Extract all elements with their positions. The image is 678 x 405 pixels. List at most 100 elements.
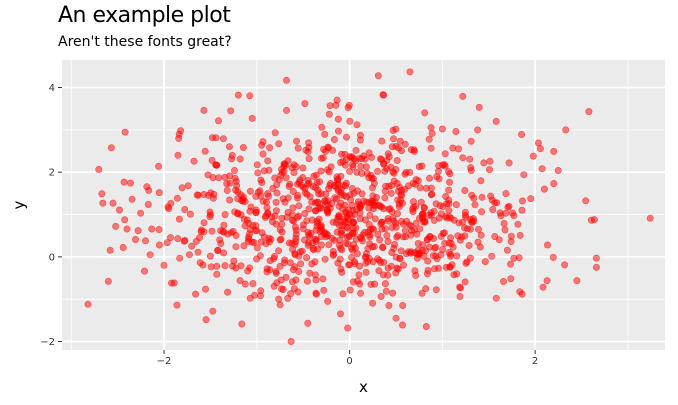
data-point <box>427 144 435 152</box>
data-point <box>258 179 266 187</box>
data-point <box>432 243 440 251</box>
data-point <box>280 160 288 168</box>
data-point <box>520 171 528 179</box>
data-point <box>292 226 300 234</box>
data-point <box>266 144 274 152</box>
data-point <box>339 290 347 298</box>
data-point <box>582 197 590 205</box>
data-point <box>279 285 287 293</box>
data-point <box>445 207 453 215</box>
data-point <box>226 196 234 204</box>
data-point <box>246 187 254 195</box>
data-point <box>213 161 221 169</box>
data-point <box>488 252 496 260</box>
data-point <box>337 191 345 199</box>
data-point <box>276 301 284 309</box>
y-axis-ticks: −2 0 2 4 <box>40 83 62 348</box>
data-point <box>320 286 328 294</box>
data-point <box>321 130 329 138</box>
data-point <box>389 289 397 297</box>
data-point <box>273 189 281 197</box>
data-point <box>333 228 341 236</box>
data-point <box>312 290 320 298</box>
data-point <box>313 217 321 225</box>
data-point <box>395 203 403 211</box>
data-point <box>175 215 183 223</box>
data-point <box>432 286 440 294</box>
data-point <box>174 235 182 243</box>
data-point <box>461 278 469 286</box>
data-points <box>84 68 654 345</box>
data-point <box>538 165 546 173</box>
data-point <box>202 316 210 324</box>
data-point <box>389 135 397 143</box>
data-point <box>334 179 342 187</box>
data-point <box>529 152 537 160</box>
data-point <box>317 241 325 249</box>
data-point <box>116 206 124 214</box>
data-point <box>295 212 303 220</box>
data-point <box>426 233 434 241</box>
data-point <box>305 155 313 163</box>
data-point <box>297 260 305 268</box>
data-point <box>383 232 391 240</box>
data-point <box>145 186 153 194</box>
data-point <box>219 135 227 143</box>
data-point <box>366 211 374 219</box>
data-point <box>301 210 309 218</box>
data-point <box>393 157 401 165</box>
data-point <box>349 163 357 171</box>
data-point <box>186 210 194 218</box>
data-point <box>390 177 398 185</box>
data-point <box>294 191 302 199</box>
data-point <box>258 141 266 149</box>
data-point <box>499 277 507 285</box>
data-point <box>119 244 127 252</box>
data-point <box>450 271 458 279</box>
data-point <box>246 92 254 100</box>
data-point <box>474 238 482 246</box>
data-point <box>505 202 513 210</box>
data-point <box>427 184 435 192</box>
data-point <box>220 228 228 236</box>
data-point <box>442 193 450 201</box>
data-point <box>180 237 188 245</box>
data-point <box>441 239 449 247</box>
data-point <box>539 283 547 291</box>
data-point <box>343 233 351 241</box>
data-point <box>385 182 393 190</box>
data-point <box>401 140 409 148</box>
data-point <box>392 314 400 322</box>
data-point <box>646 214 654 222</box>
data-point <box>301 100 309 108</box>
data-point <box>253 244 261 252</box>
data-point <box>200 219 208 227</box>
data-point <box>380 91 388 99</box>
data-point <box>200 106 208 114</box>
data-point <box>248 114 256 122</box>
data-point <box>304 228 312 236</box>
data-point <box>265 234 273 242</box>
data-point <box>213 262 221 270</box>
data-point <box>278 169 286 177</box>
data-point <box>502 190 510 198</box>
data-point <box>311 258 319 266</box>
data-point <box>459 92 467 100</box>
data-point <box>337 185 345 193</box>
data-point <box>84 300 92 308</box>
data-point <box>241 280 249 288</box>
data-point <box>325 110 333 118</box>
data-point <box>353 250 361 258</box>
data-point <box>334 127 342 135</box>
data-point <box>383 156 391 164</box>
data-point <box>543 241 551 249</box>
data-point <box>278 214 286 222</box>
data-point <box>425 174 433 182</box>
data-point <box>173 194 181 202</box>
data-point <box>295 252 303 260</box>
data-point <box>468 191 476 199</box>
data-point <box>310 172 318 180</box>
data-point <box>406 68 414 76</box>
data-point <box>492 294 500 302</box>
data-point <box>240 242 248 250</box>
